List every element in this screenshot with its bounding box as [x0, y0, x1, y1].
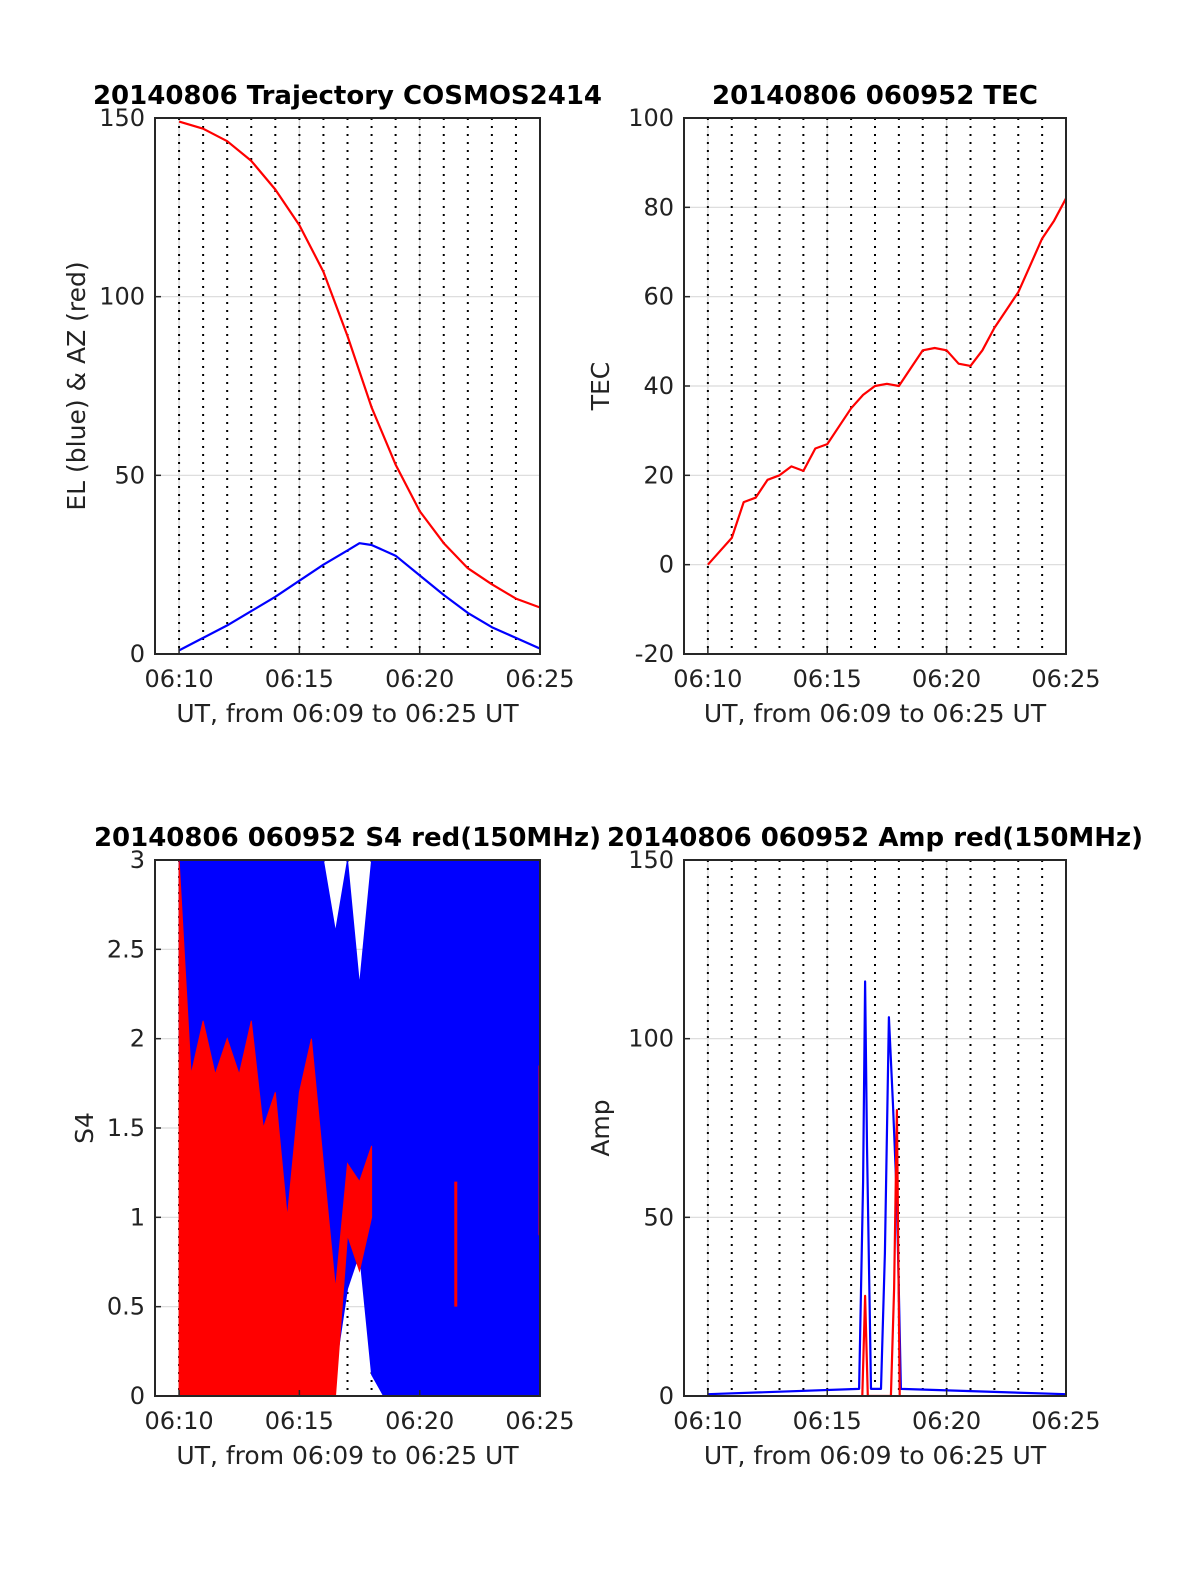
tec-y-axis-label: TEC [586, 362, 615, 412]
trajectory-axes-box [154, 117, 541, 655]
trajectory-y-axis-label: EL (blue) & AZ (red) [62, 261, 91, 510]
x-tick-label: 06:25 [505, 665, 574, 693]
s4-chart: 06:10 06:15 06:20 06:25 0 0.5 1 1.5 2 2.5 32014080… [70, 823, 601, 1470]
y-tick-label: 1.5 [107, 1114, 145, 1142]
x-tick-label: 06:15 [265, 1407, 334, 1435]
trajectory-series-group [178, 120, 540, 652]
x-tick-label: 06:10 [144, 665, 213, 693]
y-tick-label: 0.5 [107, 1293, 145, 1321]
x-tick-label: 06:10 [144, 1407, 213, 1435]
tec-series-group [707, 197, 1066, 566]
amp-y-axis-label: Amp [586, 1099, 615, 1156]
y-tick-label: 50 [643, 1203, 674, 1231]
tec-x-axis-label: UT, from 06:09 to 06:25 UT [704, 699, 1047, 728]
x-tick-label: 06:15 [793, 665, 862, 693]
x-tick-label: 06:10 [673, 1407, 742, 1435]
x-tick-label: 06:25 [1031, 665, 1100, 693]
y-tick-label: 100 [99, 283, 145, 311]
y-tick-label: 100 [628, 104, 674, 132]
trajectory-x-axis-label: UT, from 06:09 to 06:25 UT [176, 699, 519, 728]
y-tick-label: 0 [659, 551, 674, 579]
y-tick-label: -20 [635, 640, 674, 668]
y-tick-label: 2.5 [107, 935, 145, 963]
y-tick-label: 0 [130, 1382, 145, 1410]
s4-series-1-band [178, 860, 373, 1396]
y-tick-label: 100 [628, 1025, 674, 1053]
y-tick-label: 150 [628, 846, 674, 874]
x-tick-label: 06:10 [673, 665, 742, 693]
y-tick-label: 0 [659, 1382, 674, 1410]
x-tick-label: 06:15 [265, 665, 334, 693]
y-tick-label: 150 [99, 104, 145, 132]
x-tick-label: 06:20 [385, 665, 454, 693]
x-tick-label: 06:20 [912, 665, 981, 693]
amp-axes-box [683, 859, 1067, 1397]
s4-x-axis-label: UT, from 06:09 to 06:25 UT [176, 1441, 519, 1470]
y-tick-label: 50 [114, 461, 145, 489]
x-tick-label: 06:20 [385, 1407, 454, 1435]
s4-series-group [178, 860, 540, 1396]
x-tick-label: 06:25 [505, 1407, 574, 1435]
y-tick-label: 1 [130, 1203, 145, 1231]
y-tick-label: 2 [130, 1025, 145, 1053]
trajectory-title: 20140806 Trajectory COSMOS2414 [93, 81, 602, 111]
y-tick-label: 0 [130, 640, 145, 668]
amp-x-axis-label: UT, from 06:09 to 06:25 UT [704, 1441, 1047, 1470]
x-tick-label: 06:25 [1031, 1407, 1100, 1435]
tec-title: 20140806 060952 TEC [712, 81, 1038, 111]
s4-title: 20140806 060952 S4 red(150MHz) [94, 823, 601, 853]
y-tick-label: 20 [643, 461, 674, 489]
amp-title: 20140806 060952 Amp red(150MHz) [607, 823, 1143, 853]
y-tick-label: 60 [643, 283, 674, 311]
s4-y-axis-label: S4 [70, 1112, 99, 1144]
trajectory-series-0 [178, 120, 540, 609]
x-tick-label: 06:15 [793, 1407, 862, 1435]
y-tick-label: 80 [643, 193, 674, 221]
tec-chart: 06:10 06:15 06:20 06:25 -20 0 20 40 60 80 100 20140… [586, 81, 1101, 728]
y-tick-label: 3 [130, 846, 145, 874]
x-tick-label: 06:20 [912, 1407, 981, 1435]
y-tick-label: 40 [643, 372, 674, 400]
